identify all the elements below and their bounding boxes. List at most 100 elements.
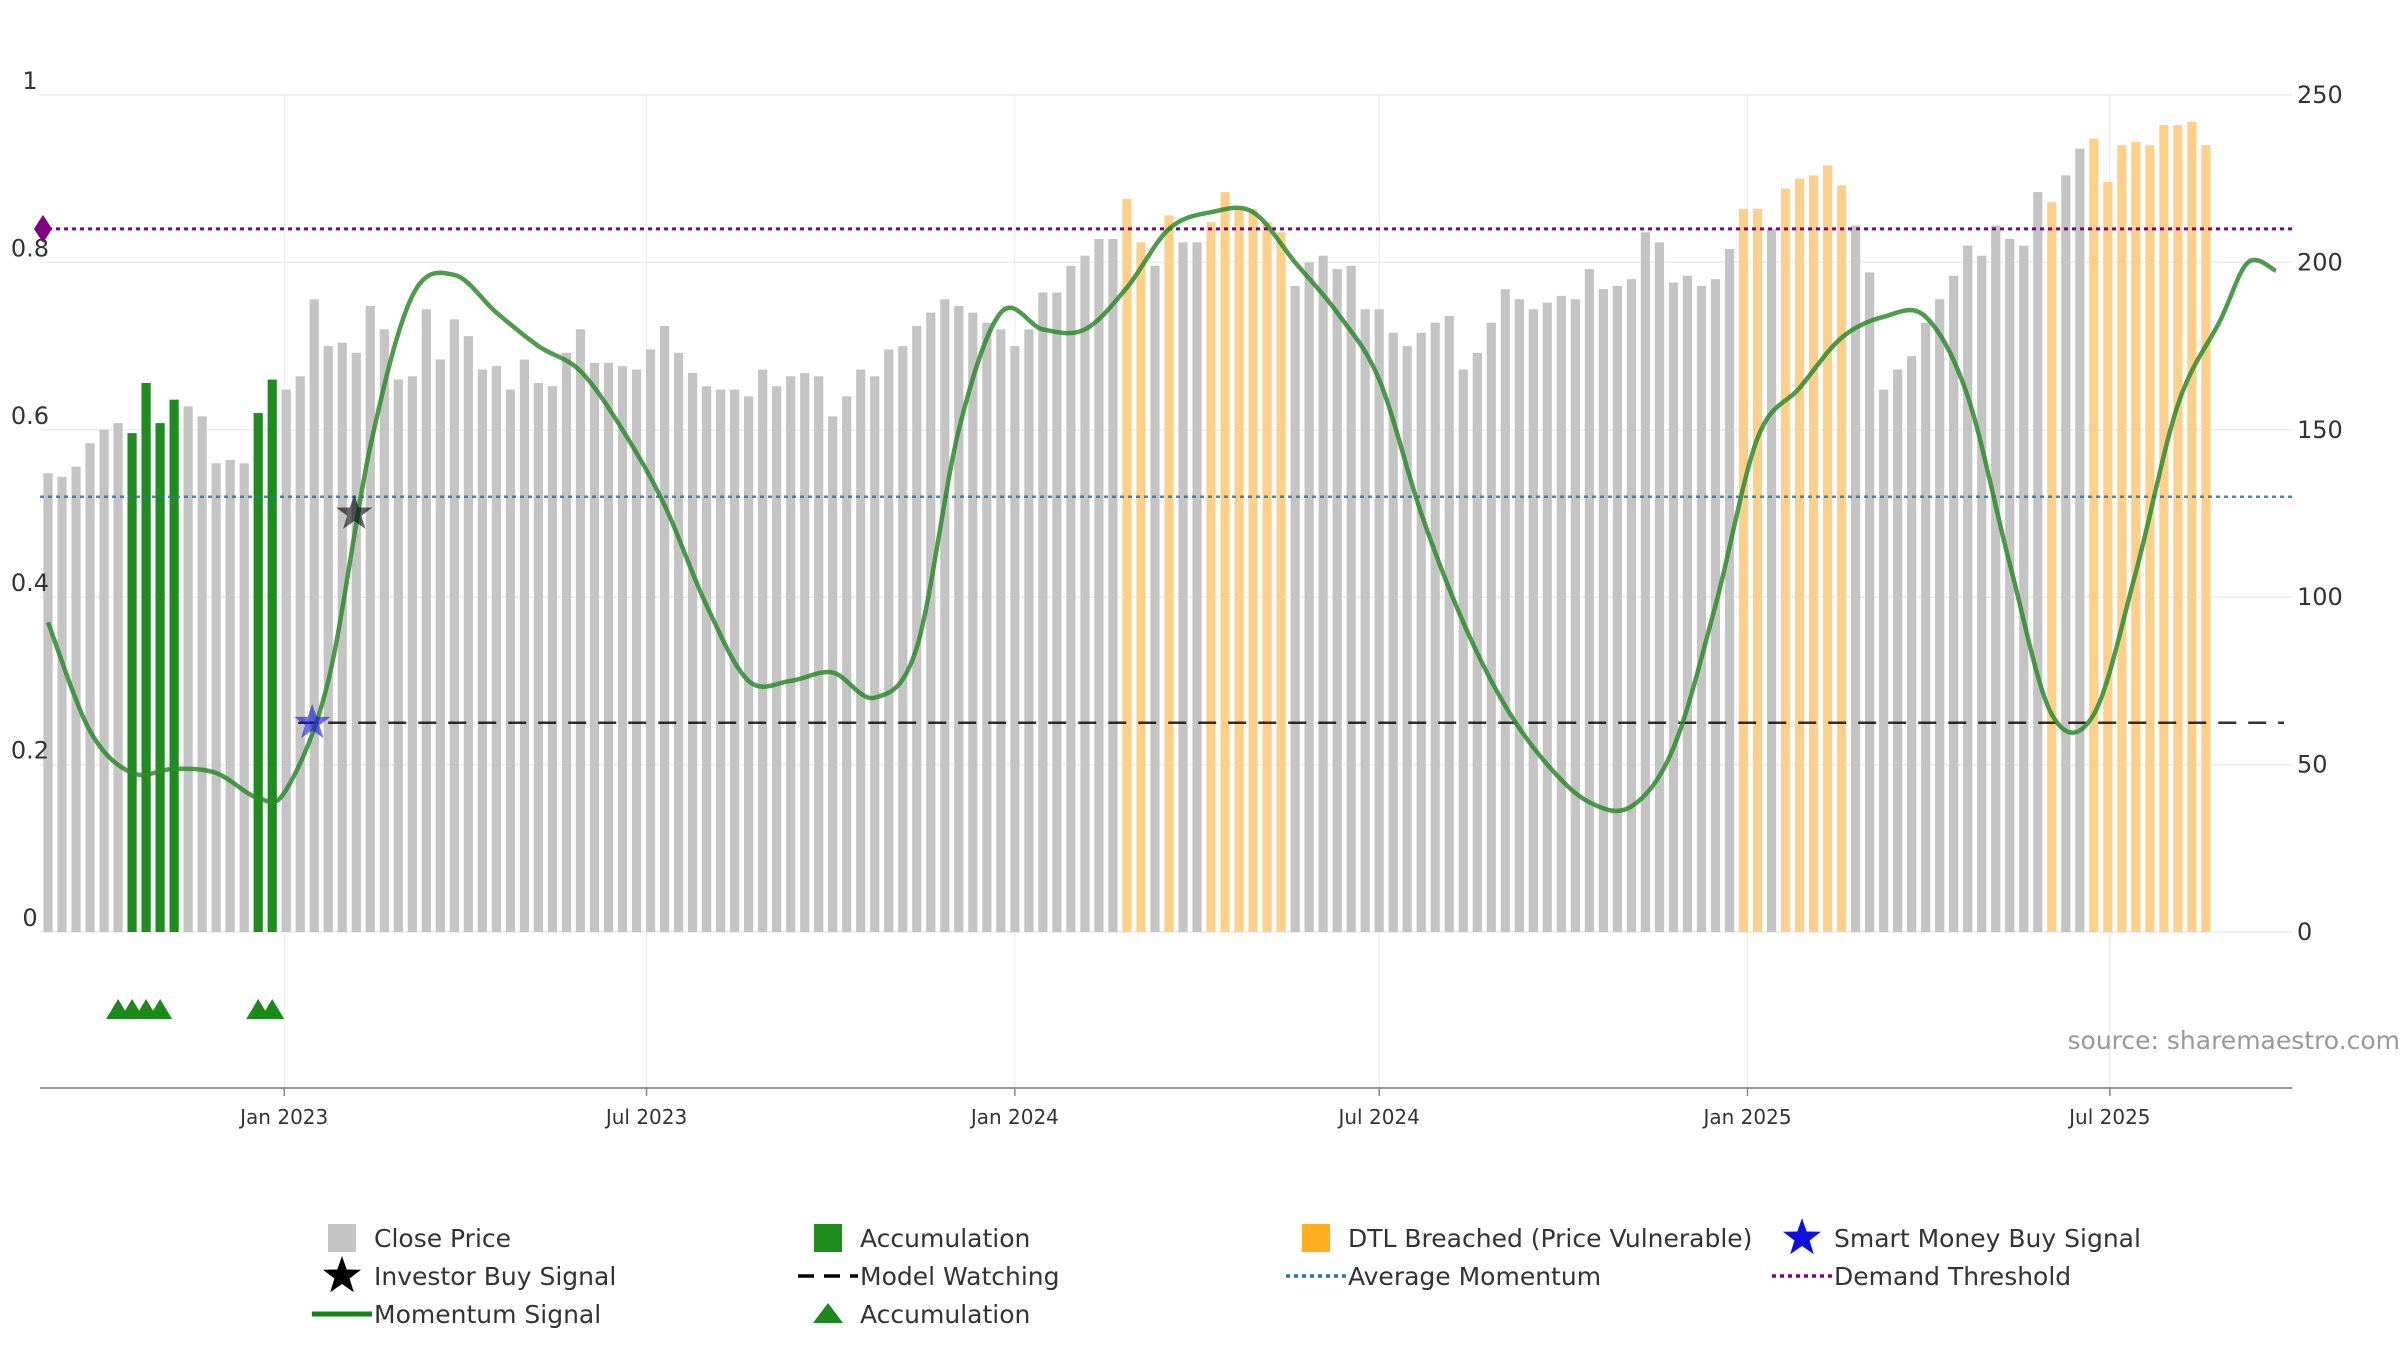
legend-label: Accumulation xyxy=(860,1300,1030,1329)
close-price-bar xyxy=(575,329,586,932)
close-price-bar xyxy=(1430,322,1440,932)
legend-item-avg: Average Momentum xyxy=(1286,1262,1601,1291)
legend-item-close: Close Price xyxy=(328,1224,511,1253)
accumulation-bar xyxy=(127,433,137,932)
close-price-bar xyxy=(2075,148,2085,932)
dtl-breached-bar xyxy=(1206,222,1216,932)
close-price-bar xyxy=(1879,389,1889,932)
close-price-bar xyxy=(1893,369,1903,932)
dtl-breached-bar xyxy=(1234,208,1244,932)
close-price-bar xyxy=(716,389,726,932)
close-price-bar xyxy=(1052,292,1062,933)
dtl-breached-bar xyxy=(2159,125,2169,932)
close-price-bar xyxy=(1178,242,1188,932)
close-price-bar xyxy=(1724,249,1735,932)
close-price-bar xyxy=(85,443,95,932)
dtl-breached-bar xyxy=(2187,121,2197,932)
close-price-bar xyxy=(421,309,431,933)
dtl-breached-bar xyxy=(1220,192,1230,933)
legend-item-momentum: Momentum Signal xyxy=(312,1300,601,1329)
close-price-bar xyxy=(1949,275,1959,932)
close-price-bar xyxy=(968,312,978,932)
dtl-breached-bar xyxy=(2103,182,2113,933)
legend-label: Close Price xyxy=(374,1224,511,1253)
reference-lines xyxy=(34,214,2292,725)
y-left-tick-label: 0.2 xyxy=(11,737,49,765)
y-right-tick-label: 100 xyxy=(2297,583,2343,611)
dtl-breached-swatch xyxy=(1302,1224,1330,1252)
close-price-bar xyxy=(1332,269,1342,932)
source-note: source: sharemaestro.com xyxy=(2068,1026,2400,1055)
close-price-bar xyxy=(1570,299,1580,932)
close-price-bar xyxy=(1318,255,1328,933)
close-price-bar xyxy=(1851,225,1861,932)
close-price-bar xyxy=(800,372,810,932)
close-price-bar xyxy=(701,386,712,932)
close-price-bar xyxy=(1472,352,1482,932)
close-price-swatch xyxy=(328,1224,356,1252)
close-price-bar xyxy=(365,305,375,932)
close-price-bar xyxy=(1402,346,1412,933)
y-left-tick-label: 1 xyxy=(22,67,37,95)
close-price-bar xyxy=(1907,356,1917,932)
y-right-tick-label: 50 xyxy=(2297,751,2328,779)
close-price-bar xyxy=(1612,285,1623,932)
dtl-breached-bar xyxy=(1262,222,1272,932)
close-price-bar xyxy=(1066,265,1076,932)
close-price-bar xyxy=(211,463,221,932)
legend-item-watching: Model Watching xyxy=(798,1262,1060,1291)
close-price-bar xyxy=(1991,225,2001,932)
close-price-bar xyxy=(1935,299,1945,932)
dtl-breached-bar xyxy=(1738,208,1749,932)
close-price-bar xyxy=(996,329,1006,932)
dtl-breached-bar xyxy=(2047,202,2057,933)
close-price-bar xyxy=(99,429,109,932)
x-tick-label: Jan 2024 xyxy=(969,1105,1059,1129)
close-price-bar xyxy=(1388,332,1398,932)
close-price-bar xyxy=(1360,309,1370,933)
close-price-bar xyxy=(533,382,544,933)
close-price-bar xyxy=(659,326,670,933)
dtl-breached-bar xyxy=(2145,145,2155,933)
close-price-bar xyxy=(407,376,417,932)
dtl-breached-bar xyxy=(1248,208,1258,932)
x-tick-label: Jul 2023 xyxy=(604,1105,687,1129)
close-price-bar xyxy=(295,376,305,932)
dtl-breached-bar xyxy=(2201,145,2211,933)
close-price-bar xyxy=(337,342,347,932)
y-right-tick-label: 150 xyxy=(2297,416,2343,444)
close-price-bar xyxy=(603,362,614,933)
demand-threshold-marker xyxy=(34,214,52,243)
legend-item-accum_bar: Accumulation xyxy=(814,1224,1030,1253)
smart-money-legend-star xyxy=(1783,1218,1821,1255)
close-price-bar xyxy=(1500,289,1510,933)
accumulation-bar xyxy=(169,399,179,933)
close-price-bar xyxy=(884,349,894,932)
legend-label: Model Watching xyxy=(860,1262,1060,1291)
dtl-breached-bar xyxy=(2131,141,2141,932)
close-price-bars xyxy=(43,121,2211,933)
close-price-bar xyxy=(1458,369,1468,932)
dtl-breached-bar xyxy=(2117,145,2127,933)
close-price-bar xyxy=(1626,279,1637,932)
close-price-bar xyxy=(393,379,403,933)
close-price-bar xyxy=(2019,245,2029,932)
y-left-tick-label: 0 xyxy=(22,904,37,932)
close-price-bar xyxy=(744,396,754,932)
dtl-breached-bar xyxy=(1276,232,1286,932)
investor-buy-legend-star xyxy=(323,1256,361,1293)
investor-buy-star xyxy=(336,494,373,529)
close-price-bar xyxy=(379,329,389,932)
dtl-breached-bar xyxy=(1808,175,1819,933)
dtl-breached-bar xyxy=(2173,125,2183,932)
accumulation-bar xyxy=(141,382,151,933)
y-right-tick-label: 250 xyxy=(2297,81,2343,109)
y-left-tick-label: 0.6 xyxy=(11,402,49,430)
signal-markers xyxy=(106,494,373,1019)
accumulation-triangle-marker xyxy=(148,999,173,1019)
close-price-bar xyxy=(57,476,67,932)
x-tick-label: Jan 2023 xyxy=(238,1105,328,1129)
x-tick-label: Jul 2025 xyxy=(2067,1105,2150,1129)
y-right-tick-label: 200 xyxy=(2297,248,2343,276)
close-price-bar xyxy=(912,326,922,933)
